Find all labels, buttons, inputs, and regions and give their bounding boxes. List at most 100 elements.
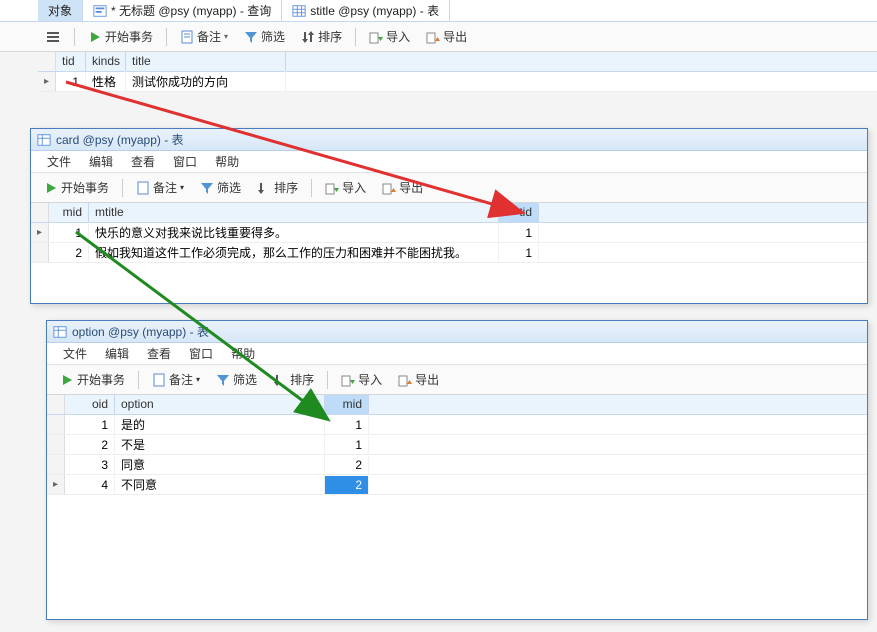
menu-edit[interactable]: 编辑: [81, 151, 121, 172]
cell-oid[interactable]: 1: [65, 416, 115, 434]
label: 筛选: [233, 371, 257, 388]
card-window: card @psy (myapp) - 表 文件 编辑 查看 窗口 帮助 开始事…: [30, 128, 868, 304]
cell-oid[interactable]: 2: [65, 436, 115, 454]
label: 导入: [342, 179, 366, 196]
col-mtitle[interactable]: mtitle: [89, 203, 499, 222]
play-icon: [44, 181, 58, 195]
sort-button[interactable]: 排序: [250, 176, 305, 199]
menu-file[interactable]: 文件: [55, 343, 95, 364]
cell-title[interactable]: 测试你成功的方向: [126, 71, 286, 92]
col-mid[interactable]: mid: [325, 395, 369, 414]
window-titlebar[interactable]: card @psy (myapp) - 表: [31, 129, 867, 151]
menu-help[interactable]: 帮助: [223, 343, 263, 364]
rowhead-corner: [38, 52, 56, 71]
sort-button[interactable]: 排序: [294, 25, 349, 48]
card-grid: mid mtitle tid ▸1快乐的意义对我来说比钱重要得多。12假如我知道…: [31, 203, 867, 263]
cell-mtitle[interactable]: 假如我知道这件工作必须完成，那么工作的压力和困难并不能困扰我。: [89, 242, 499, 263]
main-tabbar: 对象 * 无标题 @psy (myapp) - 查询 stitle @psy (…: [0, 0, 877, 22]
separator: [138, 371, 139, 389]
cell-option[interactable]: 不是: [115, 434, 325, 455]
window-title: option @psy (myapp) - 表: [72, 323, 209, 340]
cell-mid[interactable]: 1: [49, 224, 89, 242]
tab-query[interactable]: * 无标题 @psy (myapp) - 查询: [83, 0, 282, 21]
col-oid[interactable]: oid: [65, 395, 115, 414]
menu-help[interactable]: 帮助: [207, 151, 247, 172]
tab-objects[interactable]: 对象: [38, 0, 83, 21]
label: 排序: [290, 371, 314, 388]
menu-file[interactable]: 文件: [39, 151, 79, 172]
menu-edit[interactable]: 编辑: [97, 343, 137, 364]
row-indicator: ▸: [38, 72, 56, 91]
begin-transaction-button[interactable]: 开始事务: [81, 25, 160, 48]
menubar: 文件 编辑 查看 窗口 帮助: [47, 343, 867, 365]
cell-tid[interactable]: 1: [56, 73, 86, 91]
table-row[interactable]: ▸4不同意2: [47, 475, 867, 495]
cell-option[interactable]: 同意: [115, 454, 325, 475]
window-titlebar[interactable]: option @psy (myapp) - 表: [47, 321, 867, 343]
cell-option[interactable]: 是的: [115, 414, 325, 435]
filter-button[interactable]: 筛选: [237, 25, 292, 48]
col-tid[interactable]: tid: [56, 52, 86, 71]
export-button[interactable]: 导出: [375, 176, 430, 199]
col-option[interactable]: option: [115, 395, 325, 414]
cell-mid[interactable]: 1: [325, 416, 369, 434]
export-button[interactable]: 导出: [391, 368, 446, 391]
cell-mid[interactable]: 2: [49, 244, 89, 262]
menubar: 文件 编辑 查看 窗口 帮助: [31, 151, 867, 173]
filter-button[interactable]: 筛选: [209, 368, 264, 391]
menu-icon: [45, 29, 61, 45]
rowhead-corner: [31, 203, 49, 222]
menu-view[interactable]: 查看: [123, 151, 163, 172]
export-icon: [426, 30, 440, 44]
chevron-down-icon: ▾: [180, 183, 184, 192]
table-row[interactable]: ▸1快乐的意义对我来说比钱重要得多。1: [31, 223, 867, 243]
import-button[interactable]: 导入: [362, 25, 417, 48]
import-button[interactable]: 导入: [334, 368, 389, 391]
cell-oid[interactable]: 4: [65, 476, 115, 494]
import-button[interactable]: 导入: [318, 176, 373, 199]
filter-button[interactable]: 筛选: [193, 176, 248, 199]
tab-stitle[interactable]: stitle @psy (myapp) - 表: [282, 0, 450, 21]
table-row[interactable]: 1是的1: [47, 415, 867, 435]
sort-button[interactable]: 排序: [266, 368, 321, 391]
memo-button[interactable]: 备注▾: [129, 176, 191, 199]
grid-header: mid mtitle tid: [31, 203, 867, 223]
col-mid[interactable]: mid: [49, 203, 89, 222]
col-kinds[interactable]: kinds: [86, 52, 126, 71]
menu-view[interactable]: 查看: [139, 343, 179, 364]
label: 排序: [274, 179, 298, 196]
table-icon: [292, 4, 306, 18]
row-indicator: [31, 243, 49, 262]
memo-button[interactable]: 备注▾: [173, 25, 235, 48]
tab-label: stitle @psy (myapp) - 表: [310, 2, 439, 19]
hamburger-button[interactable]: [38, 26, 68, 48]
cell-tid[interactable]: 1: [499, 224, 539, 242]
table-icon: [37, 133, 51, 147]
sort-icon: [273, 373, 287, 387]
export-button[interactable]: 导出: [419, 25, 474, 48]
begin-transaction-button[interactable]: 开始事务: [53, 368, 132, 391]
window-title: card @psy (myapp) - 表: [56, 131, 184, 148]
cell-tid[interactable]: 1: [499, 244, 539, 262]
menu-window[interactable]: 窗口: [181, 343, 221, 364]
card-toolbar: 开始事务 备注▾ 筛选 排序 导入 导出: [31, 173, 867, 203]
cell-mtitle[interactable]: 快乐的意义对我来说比钱重要得多。: [89, 222, 499, 243]
play-icon: [88, 30, 102, 44]
col-title[interactable]: title: [126, 52, 286, 71]
col-tid[interactable]: tid: [499, 203, 539, 222]
table-row[interactable]: ▸ 1 性格 测试你成功的方向: [38, 72, 877, 92]
cell-oid[interactable]: 3: [65, 456, 115, 474]
cell-kinds[interactable]: 性格: [86, 71, 126, 92]
cell-mid[interactable]: 1: [325, 436, 369, 454]
menu-window[interactable]: 窗口: [165, 151, 205, 172]
begin-transaction-button[interactable]: 开始事务: [37, 176, 116, 199]
cell-mid[interactable]: 2: [325, 476, 369, 494]
table-row[interactable]: 3同意2: [47, 455, 867, 475]
table-row[interactable]: 2假如我知道这件工作必须完成，那么工作的压力和困难并不能困扰我。1: [31, 243, 867, 263]
grid-header: oid option mid: [47, 395, 867, 415]
table-row[interactable]: 2不是1: [47, 435, 867, 455]
memo-button[interactable]: 备注▾: [145, 368, 207, 391]
label: 开始事务: [105, 28, 153, 45]
cell-mid[interactable]: 2: [325, 456, 369, 474]
cell-option[interactable]: 不同意: [115, 474, 325, 495]
